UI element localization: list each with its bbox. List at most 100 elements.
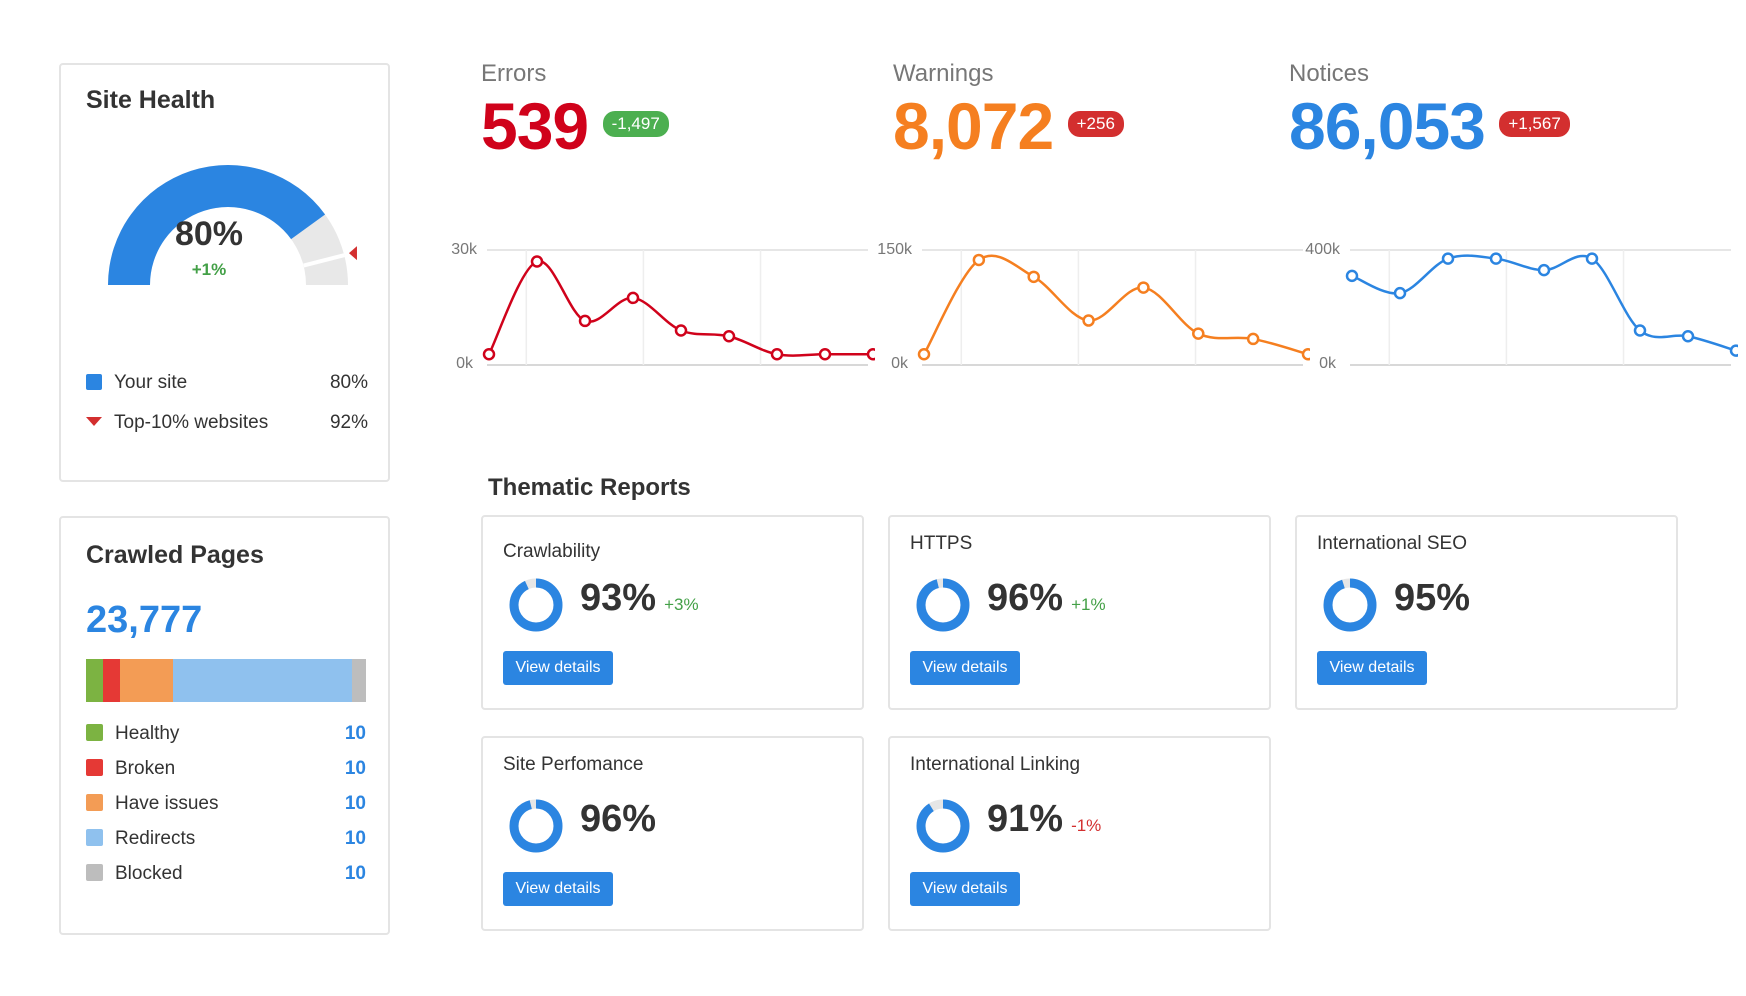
data-point (482, 348, 496, 361)
notices-change-badge: +1,567 (1499, 111, 1570, 137)
crawled-row-have-issues: Have issues 10 (86, 793, 366, 815)
report-donut (916, 578, 970, 632)
report-percent: 91% -1% (987, 798, 1102, 840)
donut-fill (1323, 578, 1377, 632)
data-point (1489, 252, 1503, 265)
triangle-down-icon (86, 417, 102, 426)
legend-your-site: Your site 80% (86, 372, 368, 394)
report-name: HTTPS (910, 533, 973, 554)
data-point (1192, 327, 1205, 340)
notices-label: Notices (1289, 60, 1370, 87)
healthy-count-link[interactable]: 10 (344, 723, 366, 744)
y-max-label: 150k (877, 241, 913, 258)
site-health-title: Site Health (86, 86, 216, 114)
report-delta: -1% (1071, 816, 1102, 835)
errors-trend-chart: 30k 0k (451, 241, 875, 372)
data-point (1633, 324, 1647, 337)
data-point (1246, 332, 1260, 346)
donut-fill (509, 799, 563, 853)
report-delta: +1% (1071, 595, 1106, 614)
report-card-international-linking: International Linking 91% -1% View detail… (888, 736, 1271, 931)
data-point (674, 324, 688, 337)
errors-label: Errors (481, 60, 547, 87)
site-health-gauge (108, 164, 357, 285)
data-point (1301, 348, 1310, 361)
data-point (1441, 252, 1455, 265)
top10-marker-icon (348, 246, 357, 261)
report-donut (509, 578, 563, 632)
crawled-pages-title: Crawled Pages (86, 541, 264, 569)
legend-label: Your site (114, 372, 188, 393)
series-line (487, 260, 873, 357)
site-health-percent: 80% (174, 215, 244, 253)
y-max-label: 400k (1305, 241, 1341, 258)
data-point (818, 348, 832, 361)
view-details-button[interactable]: View details (503, 872, 613, 906)
bar-segment-healthy (86, 659, 103, 702)
report-percent: 96% (580, 798, 657, 840)
report-donut (916, 799, 970, 853)
notices-value[interactable]: 86,053 (1289, 89, 1486, 163)
data-point (1345, 269, 1359, 283)
crawled-pages-stacked-bar (86, 659, 366, 702)
report-name: International SEO (1317, 533, 1467, 554)
data-point (770, 348, 784, 361)
notices-trend-chart: 400k 0k (1305, 241, 1738, 372)
y-min-label: 0k (456, 355, 474, 372)
report-donut (509, 799, 563, 853)
data-point (578, 314, 592, 328)
y-max-label: 30k (451, 241, 478, 258)
report-card-https: HTTPS 96% +1% View details (888, 515, 1271, 710)
notices-metric: Notices 86,053 +1,567 (1289, 60, 1570, 164)
data-point (1393, 286, 1407, 300)
report-percent: 95% (1394, 577, 1471, 619)
data-point (1729, 344, 1738, 357)
crawled-pages-card: Crawled Pages 23,777 Healthy 10 Broken 1… (59, 516, 390, 935)
thematic-reports-title: Thematic Reports (488, 474, 691, 501)
crawled-row-blocked: Blocked 10 (86, 863, 366, 885)
bar-segment-redirects (172, 659, 352, 702)
data-point (1082, 314, 1095, 327)
warnings-value[interactable]: 8,072 (893, 89, 1054, 163)
your-site-swatch (86, 374, 102, 390)
report-name: International Linking (910, 754, 1081, 775)
data-point (1537, 263, 1551, 277)
report-delta: +3% (664, 595, 699, 614)
crawled-pages-total[interactable]: 23,777 (86, 599, 203, 641)
have-issues-count-link[interactable]: 10 (344, 793, 366, 814)
legend-value: 92% (329, 412, 368, 433)
data-point (972, 253, 986, 267)
view-details-button[interactable]: View details (910, 651, 1020, 685)
report-percent: 93% +3% (580, 577, 699, 619)
broken-count-link[interactable]: 10 (344, 758, 366, 779)
crawled-row-broken: Broken 10 (86, 758, 366, 780)
donut-fill (916, 578, 970, 632)
view-details-button[interactable]: View details (1317, 651, 1427, 685)
legend-value: 80% (329, 372, 368, 393)
blocked-count-link[interactable]: 10 (344, 863, 366, 884)
errors-metric: Errors 539 -1,497 (481, 60, 669, 164)
view-details-button[interactable]: View details (503, 651, 613, 685)
data-point (722, 330, 736, 343)
report-name: Site Perfomance (503, 754, 644, 775)
report-card-crawlability: Crawlability 93% +3% View details (481, 515, 864, 710)
view-details-button[interactable]: View details (910, 872, 1020, 906)
site-health-card: Site Health 80% +1% Your site 80% Top-10… (59, 63, 390, 482)
legend-label: Top-10% websites (114, 412, 269, 433)
legend-top10: Top-10% websites 92% (86, 412, 368, 434)
data-point (866, 348, 875, 361)
data-point (626, 291, 640, 305)
site-health-delta: +1% (191, 260, 227, 279)
data-point (1681, 330, 1695, 343)
report-card-international-seo: International SEO 95% View details (1295, 515, 1678, 710)
errors-value[interactable]: 539 (481, 89, 589, 163)
data-point (530, 255, 544, 268)
report-percent: 96% +1% (987, 577, 1106, 619)
redirects-count-link[interactable]: 10 (344, 828, 366, 849)
warnings-change-badge: +256 (1067, 111, 1124, 137)
warnings-metric: Warnings 8,072 +256 (893, 60, 1124, 164)
data-point (917, 348, 931, 361)
warnings-label: Warnings (893, 60, 994, 87)
data-point (1027, 270, 1040, 284)
bar-segment-broken (102, 659, 120, 702)
